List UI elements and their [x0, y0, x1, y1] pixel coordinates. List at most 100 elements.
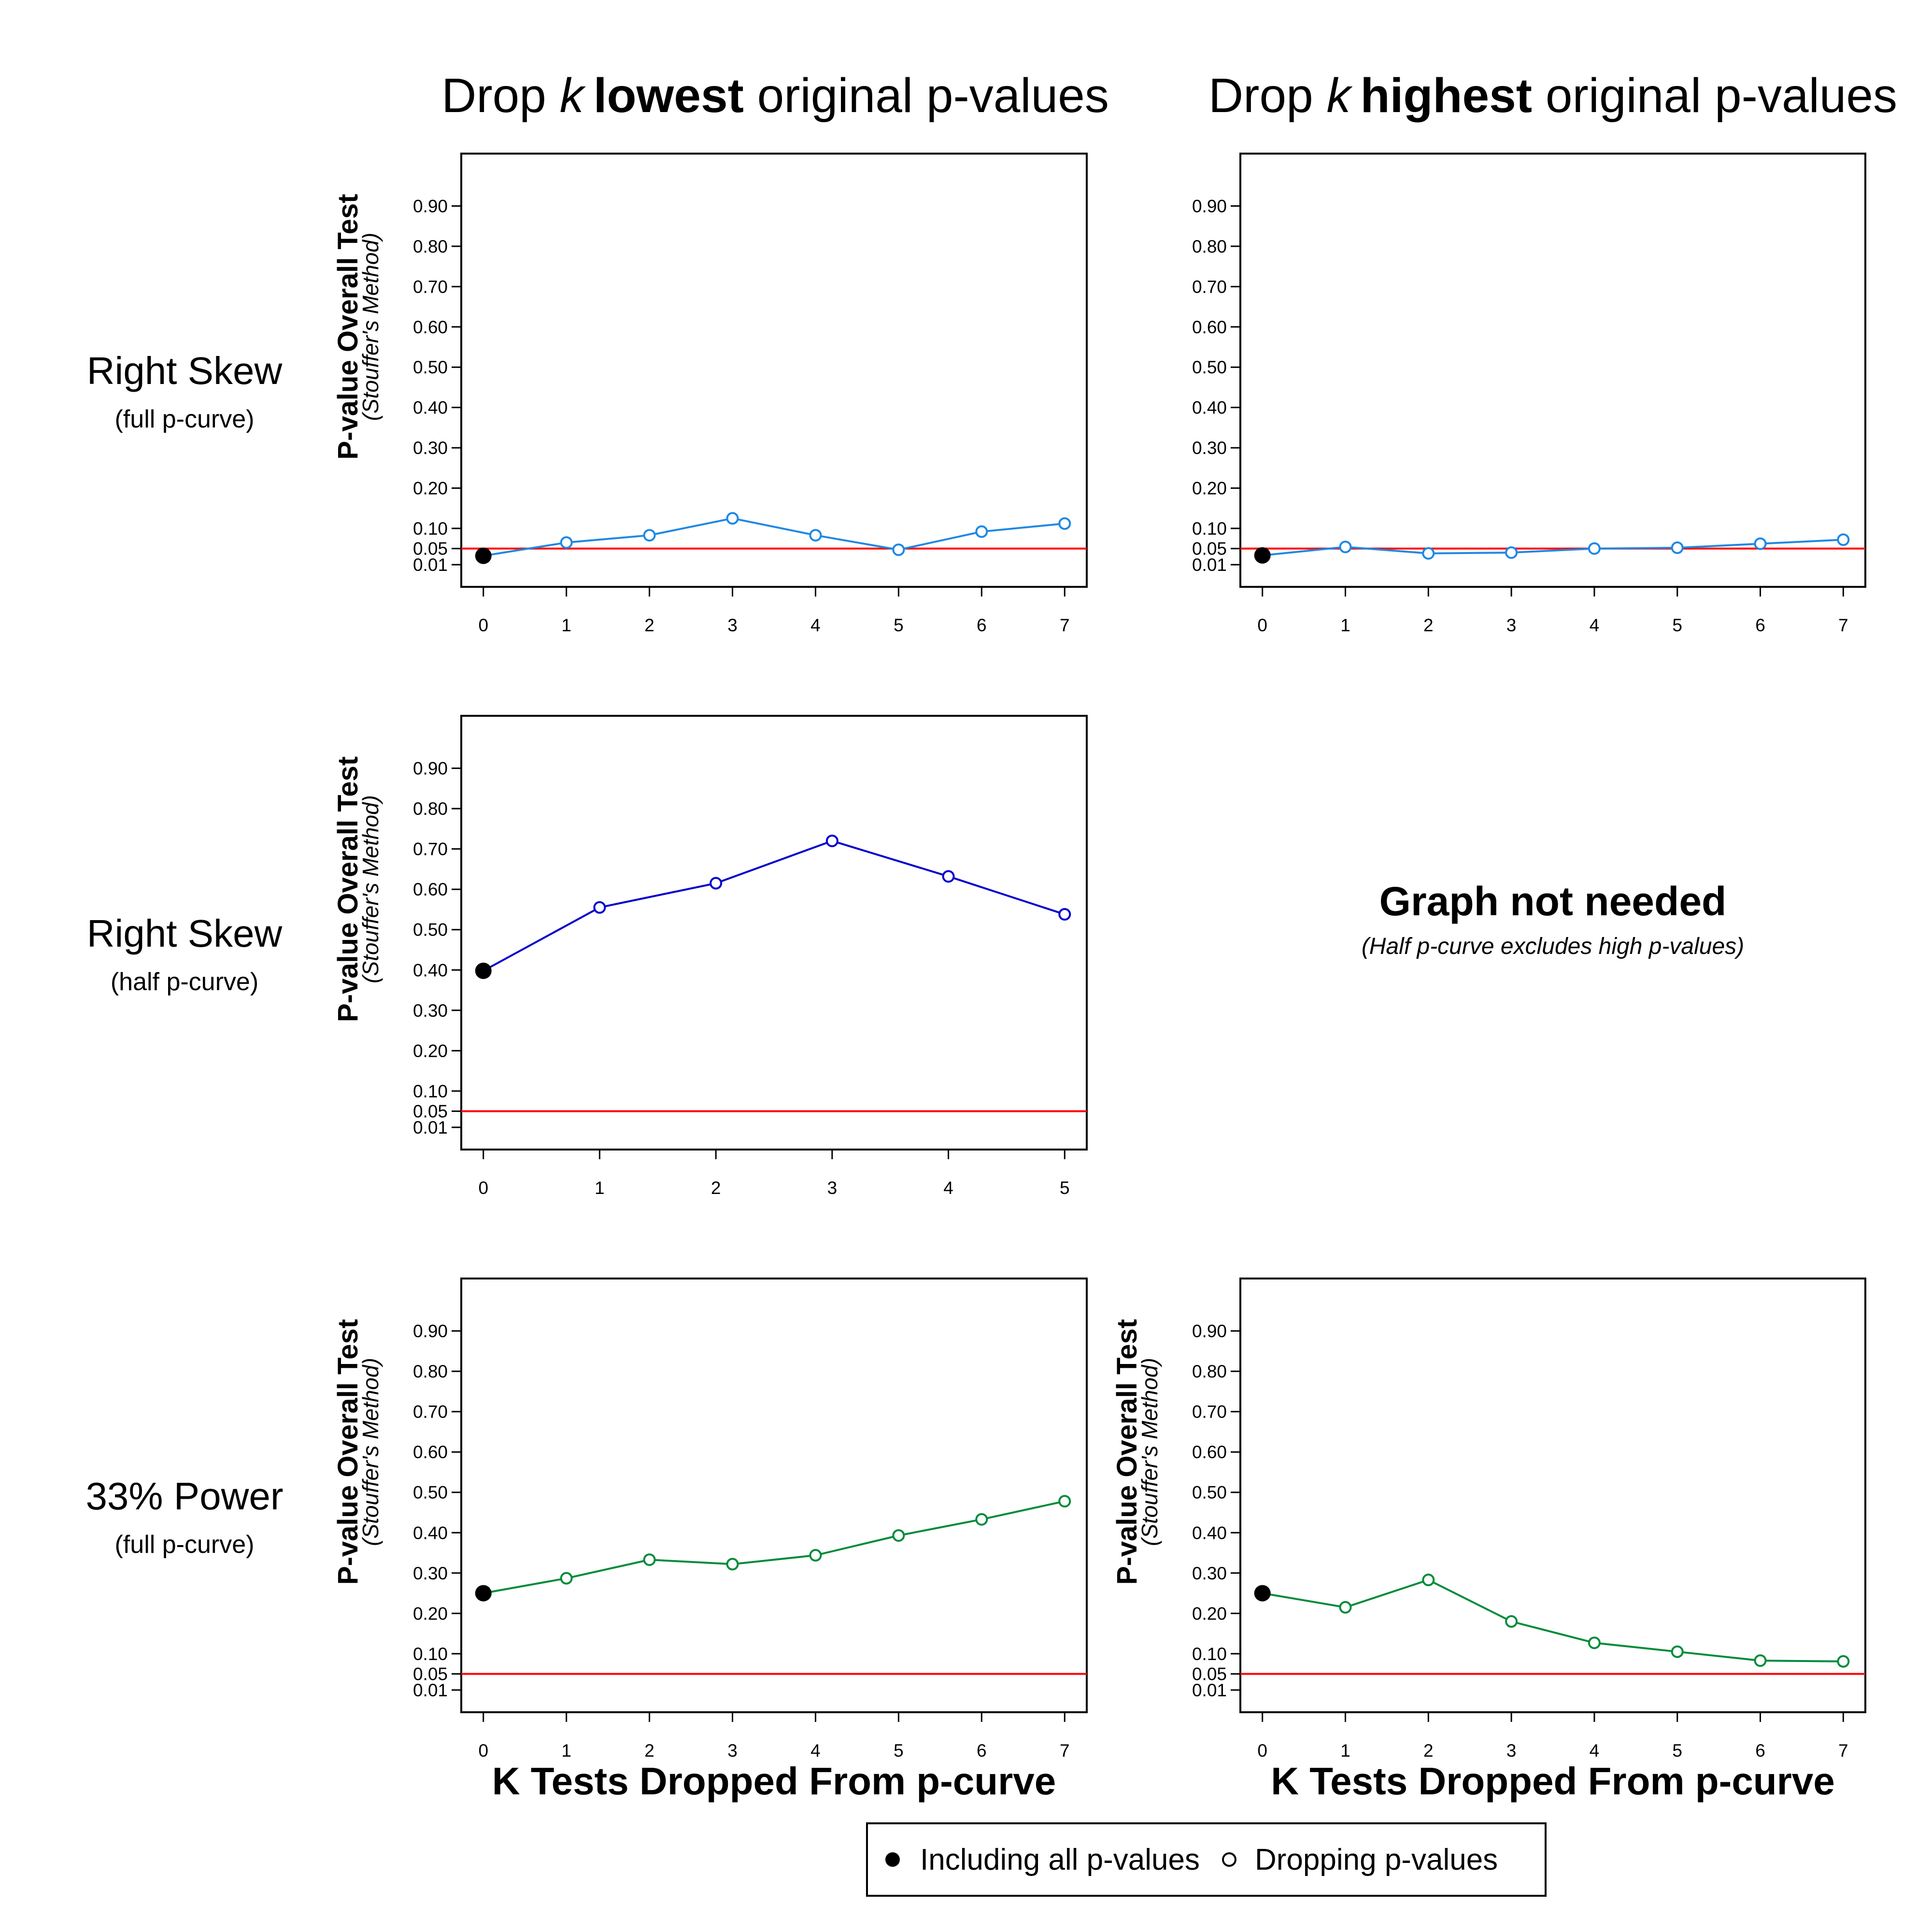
data-point-dropped [1058, 1495, 1071, 1508]
y-tick-label: 0.20 [413, 479, 448, 498]
data-point-dropped [1588, 542, 1601, 555]
data-point-all-pvalues [475, 547, 492, 564]
y-axis-label: P-value Overall Test [332, 194, 364, 459]
series-line [483, 517, 1065, 557]
data-point-dropped [892, 543, 905, 556]
x-tick-label: 7 [1838, 615, 1848, 635]
y-tick-label: 0.80 [1192, 1362, 1227, 1381]
x-tick-label: 7 [1060, 615, 1070, 635]
data-point-dropped [643, 529, 656, 542]
plot-frame [1239, 1278, 1866, 1713]
y-tick-label: 0.80 [413, 237, 448, 256]
column-title-highest-strong: highest [1360, 69, 1532, 123]
column-title-highest-post: original p-values [1532, 69, 1897, 123]
y-tick-label: 0.05 [1192, 1664, 1227, 1684]
y-tick-label: 0.05 [413, 1664, 448, 1684]
x-tick-label: 5 [894, 1741, 904, 1761]
column-title-lowest: Drop k lowest original p-values [441, 69, 1109, 123]
column-title-highest-k: k [1326, 69, 1353, 123]
x-tick-label: 4 [1590, 1741, 1600, 1761]
data-point-dropped [1588, 1636, 1601, 1649]
column-title-highest-pre: Drop [1208, 69, 1327, 123]
y-tick-label: 0.70 [1192, 1402, 1227, 1422]
y-tick-label: 0.05 [413, 1102, 448, 1122]
y-tick-label: 0.10 [1192, 1644, 1227, 1664]
plot-frame [460, 153, 1088, 588]
legend-box [866, 1822, 1547, 1897]
data-point-dropped [1671, 1645, 1684, 1658]
row-label-half-skew: Right Skew [87, 912, 283, 955]
row-label-power: 33% Power [85, 1475, 283, 1518]
row-label-full-skew: Right Skew [87, 349, 283, 392]
data-point-dropped [892, 1529, 905, 1542]
y-tick-label: 0.80 [1192, 237, 1227, 256]
y-tick-label: 0.60 [1192, 1442, 1227, 1462]
x-tick-label: 7 [1060, 1741, 1070, 1761]
data-point-dropped [1339, 540, 1352, 554]
y-tick-label: 0.50 [1192, 1483, 1227, 1503]
data-point-dropped [975, 1513, 988, 1526]
x-tick-label: 5 [894, 615, 904, 635]
x-tick-label: 0 [1257, 1741, 1267, 1761]
x-tick-label: 1 [1340, 1741, 1350, 1761]
graph-not-needed-title: Graph not needed [1379, 879, 1727, 924]
panel-power-lowest: 0.010.050.10 0.20 0.30 0.40 0.50 0.60 0.70 0.80… [332, 1278, 1088, 1803]
y-tick-label: 0.05 [1192, 539, 1227, 559]
data-point-all-pvalues [475, 1585, 492, 1602]
x-tick-label: 5 [1672, 1741, 1682, 1761]
x-tick-label: 6 [1755, 615, 1765, 635]
x-tick-label: 4 [1590, 615, 1600, 635]
graph-not-needed-subtitle: (Half p-curve excludes high p-values) [1362, 934, 1744, 959]
x-tick-label: 0 [478, 615, 488, 635]
data-point-dropped [1505, 1615, 1518, 1628]
x-axis-label: K Tests Dropped From p-curve [492, 1760, 1056, 1803]
y-tick-label: 0.20 [413, 1041, 448, 1061]
column-title-lowest-strong: lowest [594, 69, 744, 123]
y-tick-label: 0.90 [413, 196, 448, 216]
x-tick-label: 4 [810, 615, 821, 635]
y-axis-label: P-value Overall Test [332, 1319, 364, 1585]
data-point-dropped [1058, 908, 1071, 921]
data-point-dropped [726, 512, 739, 525]
y-tick-label: 0.01 [413, 1680, 448, 1700]
data-point-dropped [1837, 533, 1850, 546]
y-tick-label: 0.50 [413, 357, 448, 377]
x-tick-label: 2 [1423, 1741, 1434, 1761]
x-tick-label: 5 [1672, 615, 1682, 635]
y-tick-label: 0.70 [413, 839, 448, 859]
y-tick-label: 0.20 [1192, 1604, 1227, 1623]
x-tick-label: 1 [595, 1178, 605, 1198]
y-tick-label: 0.50 [1192, 357, 1227, 377]
data-point-dropped [1339, 1601, 1352, 1614]
y-tick-label: 0.50 [413, 1483, 448, 1503]
data-point-dropped [593, 901, 606, 914]
legend: Including all p-values Dropping p-values [866, 1822, 1547, 1897]
data-point-dropped [975, 525, 988, 538]
y-tick-label: 0.05 [413, 539, 448, 559]
plot-frame [1239, 153, 1866, 588]
y-tick-label: 0.40 [413, 1523, 448, 1543]
y-tick-label: 0.01 [1192, 1680, 1227, 1700]
panel-full-lowest: 0.010.050.10 0.20 0.30 0.40 0.50 0.60 0.70 0.80… [332, 153, 1088, 635]
y-tick-label: 0.80 [413, 1362, 448, 1381]
y-axis-sublabel: (Stouffer's Method) [1137, 1358, 1162, 1546]
y-tick-label: 0.40 [413, 398, 448, 418]
legend-including-label: Including all p-values [920, 1843, 1200, 1876]
data-point-dropped [809, 1549, 822, 1562]
data-point-all-pvalues [1254, 547, 1271, 564]
data-point-dropped [1671, 541, 1684, 554]
column-title-highest: Drop k highest original p-values [1208, 69, 1897, 123]
x-tick-label: 0 [1257, 615, 1267, 635]
y-tick-label: 0.30 [413, 1001, 448, 1021]
x-tick-label: 2 [1423, 615, 1434, 635]
y-tick-label: 0.60 [413, 1442, 448, 1462]
column-title-lowest-post: original p-values [744, 69, 1109, 123]
data-point-dropped [942, 870, 955, 883]
x-tick-label: 2 [644, 615, 654, 635]
y-tick-label: 0.20 [413, 1604, 448, 1623]
data-point-dropped [726, 1558, 739, 1571]
y-tick-label: 0.70 [1192, 277, 1227, 297]
y-tick-label: 0.10 [413, 1644, 448, 1664]
y-tick-label: 0.30 [1192, 438, 1227, 458]
